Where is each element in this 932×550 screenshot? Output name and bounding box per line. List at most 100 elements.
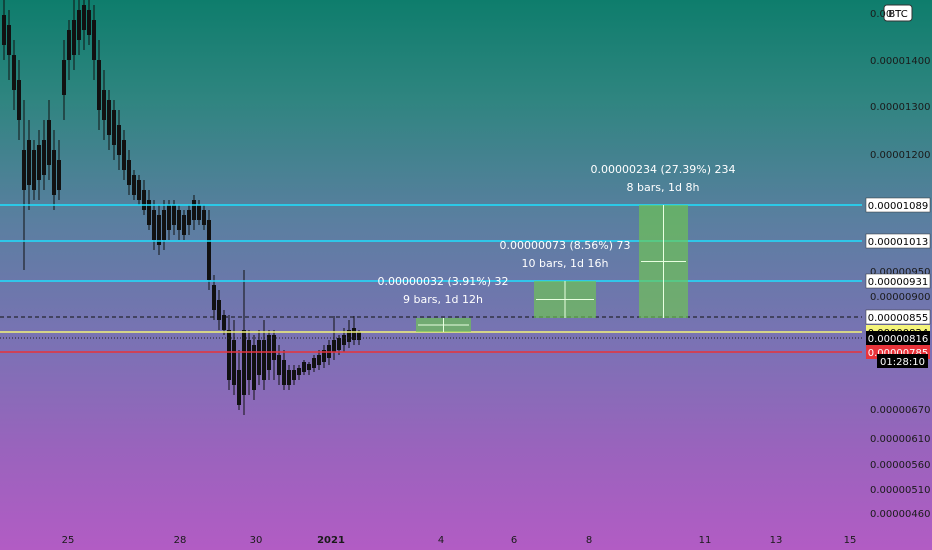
x-tick-label: 6 xyxy=(511,535,517,546)
candle-body xyxy=(247,340,251,380)
candle-body xyxy=(92,20,96,60)
candle-body xyxy=(157,215,161,245)
measure-boxes-group xyxy=(416,205,688,332)
candle-body xyxy=(67,30,71,60)
symbol-badge: BTC xyxy=(888,9,907,20)
candle-body xyxy=(7,25,11,55)
countdown-label: 01:28:10 xyxy=(880,357,925,368)
candle-body xyxy=(77,10,81,40)
horizontal-lines-group xyxy=(0,204,862,353)
candle-body xyxy=(322,350,326,362)
candle-body xyxy=(2,15,6,45)
candle-body xyxy=(122,140,126,170)
y-tick-label: 0.00000460 xyxy=(870,509,930,520)
x-tick-label: 8 xyxy=(586,535,592,546)
candle-body xyxy=(162,210,166,240)
price-label: 0.00000931 xyxy=(868,277,928,288)
candle-body xyxy=(82,5,86,30)
candle-body xyxy=(357,332,361,340)
candle-body xyxy=(147,200,151,225)
x-tick-label: 28 xyxy=(174,535,187,546)
candle-body xyxy=(172,205,176,225)
candle-body xyxy=(17,80,21,120)
candle-body xyxy=(107,100,111,135)
candle-body xyxy=(62,60,66,95)
candle-body xyxy=(262,340,266,380)
y-tick-label: 0.00001300 xyxy=(870,102,930,113)
candle-body xyxy=(242,330,246,395)
candle-body xyxy=(117,125,121,155)
y-tick-label: 0.00000510 xyxy=(870,485,930,496)
y-tick-label: 0.00000950 xyxy=(870,267,930,278)
price-label: 0.00001013 xyxy=(868,237,928,248)
candle-body xyxy=(22,150,26,190)
symbol-badge-box[interactable] xyxy=(883,4,913,22)
candle-body xyxy=(237,370,241,405)
measure-1-line1: 0.00000032 (3.91%) 32 xyxy=(377,275,508,288)
candle-body xyxy=(347,330,351,342)
candle-body xyxy=(97,60,101,110)
candles-group xyxy=(2,0,361,415)
candle-body xyxy=(297,368,301,375)
candle-body xyxy=(87,10,91,35)
price-label: 0.00000816 xyxy=(868,334,928,345)
x-tick-label: 2021 xyxy=(317,535,345,546)
price-label-box xyxy=(866,331,930,345)
candle-body xyxy=(12,55,16,90)
price-labels-group: 0.00001089 0.00001013 0.00000931 0.00000855… xyxy=(865,197,931,359)
candle-body xyxy=(232,340,236,385)
candle-body xyxy=(337,338,341,350)
price-label: 0.00000785 xyxy=(868,348,928,359)
candle-body xyxy=(192,200,196,220)
price-label-box xyxy=(865,233,931,249)
candle-body xyxy=(332,340,336,352)
candle-body xyxy=(287,370,291,385)
candle-body xyxy=(227,330,231,380)
price-label: 0.00001089 xyxy=(868,201,928,212)
y-tick-label: 0.00000560 xyxy=(870,460,930,471)
candle-body xyxy=(187,210,191,225)
candle-body xyxy=(37,145,41,180)
candle-body xyxy=(352,328,356,340)
candle-body xyxy=(152,210,156,240)
candle-body xyxy=(57,160,61,190)
candle-body xyxy=(182,215,186,235)
measure-3-line1: 0.00000234 (27.39%) 234 xyxy=(591,163,736,176)
x-tick-label: 4 xyxy=(438,535,444,546)
candle-body xyxy=(102,90,106,120)
x-tick-label: 30 xyxy=(250,535,263,546)
candle-body xyxy=(197,205,201,220)
candle-body xyxy=(282,360,286,385)
candle-body xyxy=(212,285,216,310)
measure-1-line2: 9 bars, 1d 12h xyxy=(403,293,483,306)
measure-2-line1: 0.00000073 (8.56%) 73 xyxy=(499,239,630,252)
x-tick-label: 11 xyxy=(699,535,712,546)
price-label-box xyxy=(865,273,931,289)
x-tick-label: 15 xyxy=(844,535,857,546)
price-axis: 0.00001400 0.00001300 0.00001200 0.00000950… xyxy=(870,56,930,520)
candle-body xyxy=(272,335,276,360)
candle-body xyxy=(217,300,221,320)
candle-body xyxy=(32,150,36,190)
candle-body xyxy=(342,335,346,345)
candle-body xyxy=(137,180,141,200)
candle-body xyxy=(72,20,76,55)
candle-body xyxy=(277,355,281,375)
candle-body xyxy=(52,150,56,195)
candle-body xyxy=(292,370,296,380)
candle-body xyxy=(132,175,136,195)
candle-body xyxy=(42,140,46,175)
y-tick-label: 0.00001200 xyxy=(870,150,930,161)
price-label-box xyxy=(865,309,931,325)
countdown-box xyxy=(877,354,928,368)
y-tick-top-partial: 0.00 xyxy=(870,9,892,20)
candle-body xyxy=(127,160,131,185)
candle-body xyxy=(207,220,211,280)
candle-body xyxy=(167,205,171,230)
candle-body xyxy=(202,210,206,225)
y-tick-label: 0.00000670 xyxy=(870,405,930,416)
y-tick-label: 0.00001400 xyxy=(870,56,930,67)
y-tick-label: 0.00000610 xyxy=(870,434,930,445)
